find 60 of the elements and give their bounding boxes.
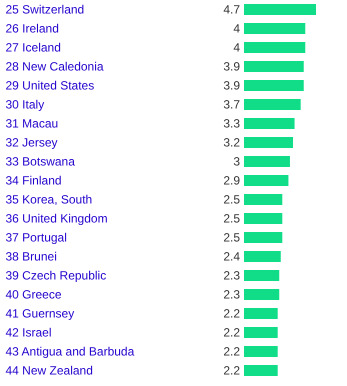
y-tick-label: 29 United States [6, 78, 94, 92]
y-tick-label: 34 Finland [6, 174, 62, 188]
bar [244, 212, 282, 224]
data-label: 3.3 [223, 116, 240, 130]
bar [244, 194, 282, 206]
bar [244, 156, 290, 168]
data-label: 2.2 [223, 364, 240, 378]
y-tick-label: 30 Italy [6, 98, 44, 112]
bar [244, 60, 304, 72]
data-label: 3.2 [223, 136, 240, 150]
y-tick-label: 32 Jersey [6, 136, 58, 150]
bar [244, 270, 280, 282]
bar [244, 308, 278, 320]
bar [244, 4, 316, 16]
data-label: 2.5 [223, 192, 240, 206]
data-label: 3.9 [223, 78, 240, 92]
bar [244, 98, 301, 110]
data-label: 2.2 [223, 326, 240, 340]
data-label: 2.5 [223, 212, 240, 226]
bar [244, 136, 294, 148]
bar [244, 346, 278, 358]
data-label: 2.2 [223, 344, 240, 358]
data-label: 3.9 [223, 60, 240, 74]
bar [244, 232, 282, 244]
y-tick-label: 36 United Kingdom [6, 212, 108, 226]
data-label: 2.2 [223, 306, 240, 320]
y-tick-label: 31 Macau [6, 116, 58, 130]
y-tick-label: 33 Botswana [6, 154, 76, 168]
y-tick-label: 42 Israel [6, 326, 52, 340]
y-tick-label: 44 New Zealand [6, 364, 93, 378]
y-tick-label: 39 Czech Republic [6, 268, 106, 282]
y-tick-label: 41 Guernsey [6, 306, 74, 320]
bar [244, 118, 295, 130]
y-tick-label: 28 New Caledonia [6, 60, 104, 74]
y-tick-label: 38 Brunei [6, 250, 57, 264]
data-label: 2.5 [223, 230, 240, 244]
data-label: 2.4 [223, 250, 240, 264]
data-label: 2.3 [223, 288, 240, 302]
bar [244, 364, 278, 376]
y-tick-label: 35 Korea, South [6, 192, 92, 206]
data-label: 2.3 [223, 268, 240, 282]
y-tick-label: 25 Switzerland [6, 2, 84, 16]
bar [244, 22, 306, 34]
data-label: 3.7 [223, 98, 240, 112]
y-tick-label: 27 Iceland [6, 40, 61, 54]
bar [244, 42, 306, 54]
data-label: 4.7 [223, 2, 240, 16]
bar [244, 288, 280, 300]
bar [244, 174, 288, 186]
y-tick-label: 26 Ireland [6, 22, 59, 36]
data-label: 2.9 [223, 174, 240, 188]
bar [244, 326, 278, 338]
data-label: 4 [233, 22, 240, 36]
data-label: 4 [233, 40, 240, 54]
bar [244, 80, 304, 92]
data-label: 3 [233, 154, 240, 168]
y-tick-label: 40 Greece [6, 288, 62, 302]
bar [244, 250, 281, 262]
y-tick-label: 37 Portugal [6, 230, 67, 244]
y-tick-label: 43 Antigua and Barbuda [6, 344, 135, 358]
